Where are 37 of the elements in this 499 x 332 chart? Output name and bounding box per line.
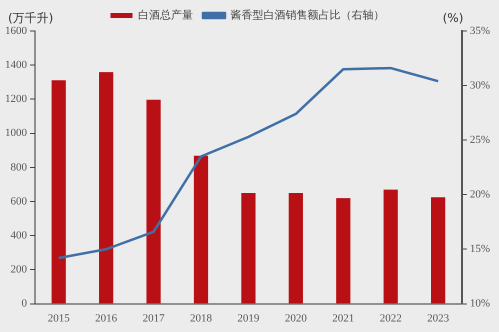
bar <box>99 72 114 304</box>
y-tick-label: 200 <box>10 264 28 276</box>
x-tick-label: 2017 <box>142 312 166 324</box>
bar <box>431 197 446 304</box>
y-tick-label: 400 <box>10 229 28 242</box>
x-tick-label: 2015 <box>48 312 70 324</box>
y2-tick-label: 15% <box>470 243 490 256</box>
x-tick-label: 2016 <box>95 312 118 324</box>
legend-label: 酱香型白酒销售额占比（右轴） <box>230 8 384 22</box>
y-axis-title: (万千升) <box>8 11 54 26</box>
x-tick-label: 2023 <box>427 312 450 324</box>
x-tick-label: 2018 <box>190 312 212 324</box>
y2-tick-label: 35% <box>470 24 490 37</box>
y2-tick-label: 30% <box>470 79 490 92</box>
y-tick-label: 1000 <box>5 127 28 140</box>
x-tick-label: 2019 <box>237 312 260 324</box>
y2-tick-label: 10% <box>470 298 490 310</box>
y-tick-label: 0 <box>22 298 28 310</box>
y-tick-label: 1600 <box>5 24 28 37</box>
bar <box>194 156 208 304</box>
bar <box>241 192 256 304</box>
y2-tick-label: 25% <box>470 134 490 146</box>
legend-label: 白酒总产量 <box>138 8 193 22</box>
y-tick-label: 1400 <box>5 58 28 71</box>
y-tick-label: 600 <box>10 195 28 208</box>
bar <box>146 100 161 304</box>
bar <box>384 190 398 304</box>
bar <box>288 192 303 304</box>
bar <box>336 198 350 304</box>
x-tick-label: 2020 <box>284 312 308 324</box>
y2-tick-label: 20% <box>470 188 490 201</box>
x-tick-label: 2021 <box>332 312 354 324</box>
x-tick-label: 2022 <box>380 312 402 324</box>
y-tick-label: 800 <box>10 161 28 174</box>
y-tick-label: 1200 <box>5 93 28 106</box>
bar <box>52 80 66 304</box>
y2-axis-title: (%) <box>442 11 464 26</box>
